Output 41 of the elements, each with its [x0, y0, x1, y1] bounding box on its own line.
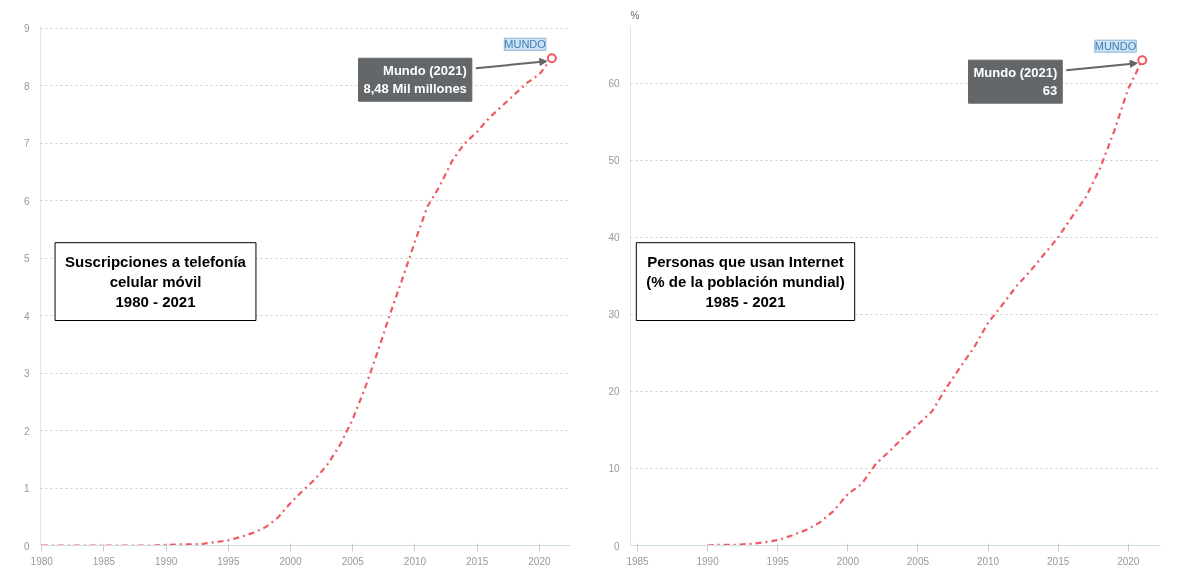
y-tick-label: 0 — [613, 540, 620, 552]
annotation: Mundo (2021) 63 — [973, 65, 1058, 99]
y-tick-label: 8 — [23, 80, 30, 92]
x-tick-label: 2000 — [279, 555, 303, 567]
y-tick-label: 30 — [608, 309, 620, 321]
x-tick-label: 2020 — [1117, 555, 1140, 567]
y-tick-label: 1 — [23, 483, 30, 495]
y-tick-label: 5 — [23, 253, 30, 265]
x-tick-label: 1985 — [92, 555, 116, 567]
y-tick-label: 20 — [608, 386, 620, 398]
y-tick-label: 9 — [23, 23, 30, 35]
y-tick-label: 2 — [23, 425, 30, 437]
series-label: MUNDO — [504, 38, 547, 51]
x-tick-label: 1995 — [217, 555, 240, 567]
x-tick-label: 1990 — [696, 555, 720, 567]
y-tick-label: 10 — [608, 463, 620, 475]
y-axis-title: % — [630, 9, 640, 21]
x-tick-label: 2005 — [341, 555, 365, 567]
y-tick-label: 0 — [23, 540, 30, 552]
x-tick-label: 2015 — [466, 555, 489, 567]
x-tick-label: 2005 — [906, 555, 930, 567]
y-tick-label: 3 — [23, 368, 30, 380]
y-tick-label: 40 — [608, 232, 620, 244]
x-tick-label: 2010 — [403, 555, 427, 567]
y-tick-label: 7 — [23, 138, 30, 150]
text: Suscripciones a telefonía celular móvil 1980 - 2021 — [65, 252, 247, 311]
text: Personas que usan Internet (% de la población mundial) 1985 - 2021 — [646, 252, 845, 311]
y-tick-label: 60 — [608, 78, 620, 90]
x-tick-label: 1990 — [155, 555, 178, 567]
annotation: Mundo (2021) 8,48 Mil millones — [363, 63, 467, 97]
y-tick-label: 50 — [608, 155, 620, 167]
x-tick-label: 1995 — [766, 555, 790, 567]
series-label: MUNDO — [1094, 40, 1137, 53]
x-tick-label: 2015 — [1047, 555, 1070, 567]
y-tick-label: 4 — [23, 310, 30, 322]
x-tick-label: 2000 — [836, 555, 860, 567]
y-tick-label: 6 — [23, 195, 30, 207]
x-tick-label: 2010 — [976, 555, 1000, 567]
x-tick-label: 2020 — [528, 555, 551, 567]
x-tick-label: 1985 — [626, 555, 650, 567]
x-tick-label: 1980 — [30, 555, 54, 567]
